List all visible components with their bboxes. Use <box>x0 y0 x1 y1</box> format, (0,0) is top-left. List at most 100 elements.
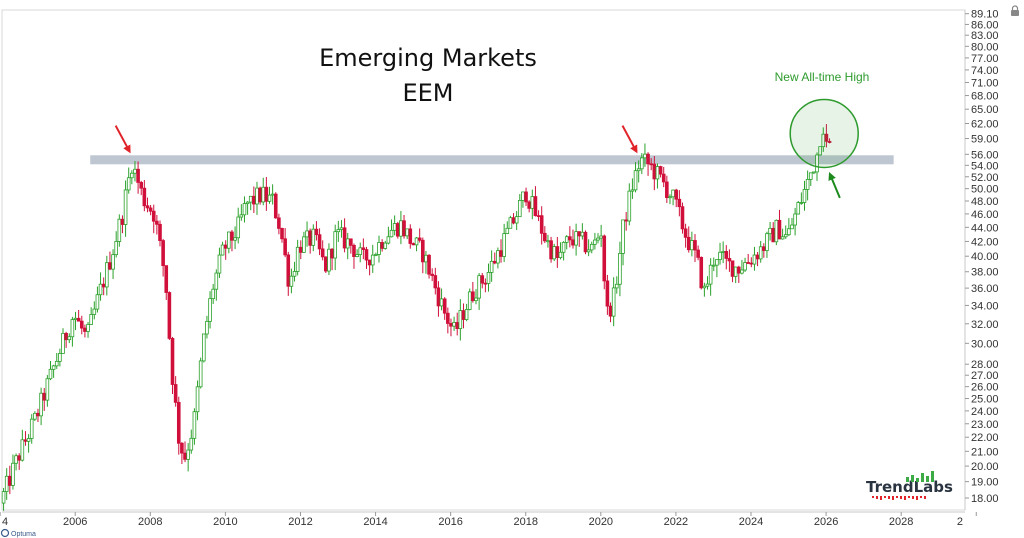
resistance-band <box>90 155 894 165</box>
candle-body <box>358 247 363 255</box>
candle-body <box>139 182 144 189</box>
candle-body <box>364 249 369 261</box>
logo-dash <box>912 496 914 499</box>
x-tick-label: 2022 <box>664 516 688 528</box>
y-tick-label: 48.00 <box>971 196 999 208</box>
candle-body <box>818 146 822 156</box>
y-tick-label: 24.00 <box>971 406 999 418</box>
candle-body <box>76 317 81 322</box>
candle-body <box>796 202 801 215</box>
candle-body <box>95 294 100 310</box>
red-arrow-2021-peak <box>621 125 638 154</box>
candle-body <box>236 216 241 239</box>
logo-dash <box>900 496 902 499</box>
y-tick-label: 68.00 <box>971 91 999 103</box>
y-tick-label: 32.00 <box>971 319 999 331</box>
candle-body <box>380 242 384 249</box>
candle-body <box>517 200 522 218</box>
candle-body <box>170 338 175 385</box>
y-tick-label: 86.00 <box>971 19 999 31</box>
candle-body <box>480 275 485 284</box>
y-tick-label: 19.00 <box>971 477 999 489</box>
candle-body <box>771 227 776 243</box>
candle-body <box>736 266 741 274</box>
y-tick-label: 25.00 <box>971 394 999 406</box>
candle-body <box>264 186 269 202</box>
candle-body <box>693 240 697 251</box>
y-tick-label: 42.00 <box>971 236 999 248</box>
candle-body <box>286 254 291 287</box>
y-tick-label: 54.00 <box>971 160 999 172</box>
svg-text:Optuma: Optuma <box>11 531 36 538</box>
candle-body <box>33 412 37 420</box>
candle-body <box>758 246 763 260</box>
candle-body <box>120 218 125 225</box>
candle-body <box>827 140 832 143</box>
all-time-high-circle <box>789 98 859 169</box>
candle-body <box>661 173 666 183</box>
candle-body <box>627 190 632 222</box>
candle-body <box>54 360 59 367</box>
candle-body <box>552 246 557 260</box>
candle-body <box>530 196 535 209</box>
y-tick-label: 36.00 <box>971 283 999 295</box>
candle-body <box>671 189 675 198</box>
candle-body <box>111 254 115 270</box>
candle-body <box>589 243 594 251</box>
y-tick-label: 38.00 <box>971 267 999 279</box>
candle-body <box>555 246 560 258</box>
candle-body <box>11 462 15 486</box>
candle-series <box>1 124 832 511</box>
candle-body <box>399 220 403 237</box>
y-tick-label: 89.10 <box>971 9 999 21</box>
x-tick-label: 2012 <box>288 516 312 528</box>
candle-body <box>198 360 203 388</box>
candle-body <box>64 332 68 341</box>
candle-body <box>568 236 572 241</box>
y-tick-label: 59.00 <box>971 134 999 146</box>
lock-icon[interactable] <box>1011 5 1019 16</box>
candle-body <box>261 186 266 203</box>
candle-body <box>690 240 694 251</box>
candle-body <box>746 262 750 264</box>
candle-body <box>270 193 275 196</box>
candle-body <box>449 323 453 327</box>
candle-body <box>305 230 309 238</box>
candle-body <box>70 319 75 338</box>
y-tick-label: 52.00 <box>971 172 999 184</box>
logo-dash <box>872 496 874 498</box>
candle-body <box>489 260 494 273</box>
x-tick-label: 2016 <box>438 516 462 528</box>
candle-body <box>505 227 510 234</box>
candle-body <box>389 229 394 238</box>
candle-body <box>45 378 50 401</box>
candle-body <box>683 228 688 238</box>
candle-body <box>696 249 700 258</box>
candle-body <box>577 231 582 237</box>
candle-body <box>361 247 366 250</box>
logo-dash <box>924 496 926 499</box>
candle-body <box>217 254 222 274</box>
candle-body <box>492 260 497 264</box>
candle-body <box>92 308 97 315</box>
candle-body <box>464 309 469 320</box>
candle-body <box>668 196 672 199</box>
candle-body <box>705 283 710 287</box>
candle-body <box>777 219 782 240</box>
candle-body <box>58 353 62 362</box>
y-tick-label: 62.00 <box>971 119 999 131</box>
candle-body <box>574 231 578 246</box>
candle-body <box>458 310 463 330</box>
candle-body <box>446 312 450 324</box>
candle-body <box>4 475 9 492</box>
candle-body <box>624 219 628 222</box>
candle-body <box>433 275 438 289</box>
candle-body <box>117 218 122 242</box>
candle-body <box>636 168 641 172</box>
candle-body <box>514 216 519 224</box>
x-tick-label: 2008 <box>138 516 162 528</box>
candle-body <box>787 228 791 236</box>
candle-body <box>793 213 797 226</box>
candle-body <box>652 163 657 180</box>
